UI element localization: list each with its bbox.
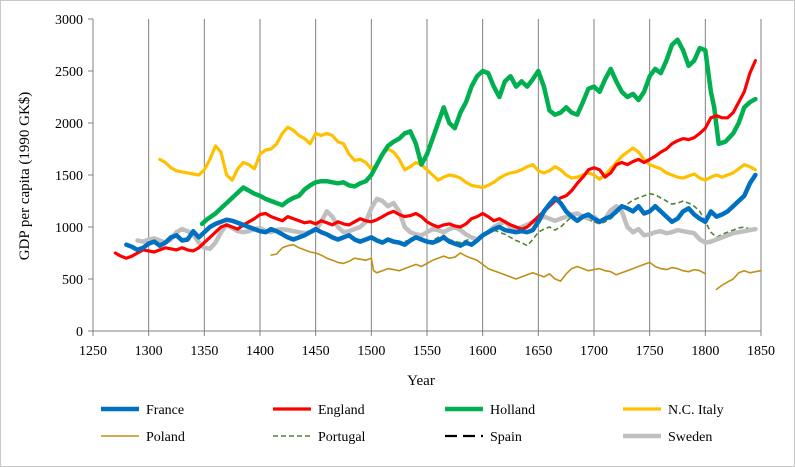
legend-label-portugal: Portugal bbox=[318, 430, 366, 445]
legend-item-n-c-italy: N.C. Italy bbox=[623, 403, 724, 418]
y-tick-label-1000: 1000 bbox=[55, 221, 83, 236]
x-tick-label-1700: 1700 bbox=[580, 344, 608, 359]
y-tick-label-2000: 2000 bbox=[55, 117, 83, 132]
series-line-sweden bbox=[135, 196, 758, 252]
legend-label-n-c-italy: N.C. Italy bbox=[668, 403, 724, 418]
x-tick-label-1600: 1600 bbox=[469, 344, 497, 359]
legend-item-holland: Holland bbox=[445, 403, 535, 418]
legend-item-poland: Poland bbox=[101, 430, 185, 445]
y-tick-label-2500: 2500 bbox=[55, 65, 83, 80]
x-tick-label-1850: 1850 bbox=[747, 344, 775, 359]
tick-labels: 1250 1300 1350 1400 1450 1500 1550 1600 1650 1700… bbox=[55, 13, 775, 359]
legend-label-poland: Poland bbox=[146, 430, 185, 445]
x-tick-label-1350: 1350 bbox=[190, 344, 218, 359]
y-axis-title: GDP per capita (1990 GK$) bbox=[17, 92, 33, 261]
series-lines bbox=[113, 37, 762, 291]
series-line-poland-2 bbox=[715, 269, 762, 291]
series-line-england bbox=[113, 59, 757, 260]
legend-item-spain: Spain bbox=[445, 430, 522, 445]
x-tick-label-1300: 1300 bbox=[135, 344, 163, 359]
legend-item-sweden: Sweden bbox=[623, 430, 712, 445]
legend-item-england: England bbox=[273, 403, 365, 418]
legend-label-spain: Spain bbox=[490, 430, 522, 445]
x-tick-label-1450: 1450 bbox=[302, 344, 330, 359]
legend-label-holland: Holland bbox=[490, 403, 535, 418]
series-line-poland-1 bbox=[270, 243, 707, 282]
legend-label-sweden: Sweden bbox=[668, 430, 712, 445]
series-line-holland bbox=[199, 37, 758, 227]
legend-item-france: France bbox=[101, 403, 184, 418]
legend-label-france: France bbox=[146, 403, 184, 418]
x-tick-label-1650: 1650 bbox=[524, 344, 552, 359]
x-tick-label-1750: 1750 bbox=[636, 344, 664, 359]
legend-label-england: England bbox=[318, 403, 365, 418]
y-tick-label-500: 500 bbox=[62, 273, 83, 288]
x-tick-label-1400: 1400 bbox=[246, 344, 274, 359]
x-tick-label-1800: 1800 bbox=[691, 344, 719, 359]
y-tick-label-1500: 1500 bbox=[55, 169, 83, 184]
legend-item-portugal: Portugal bbox=[273, 430, 366, 445]
legend: France England Holland N.C. Italy Poland Port… bbox=[101, 403, 724, 445]
x-axis-title: Year bbox=[407, 373, 435, 389]
x-tick-label-1550: 1550 bbox=[413, 344, 441, 359]
axes bbox=[88, 18, 762, 336]
x-tick-label-1250: 1250 bbox=[79, 344, 107, 359]
y-tick-label-0: 0 bbox=[76, 325, 83, 340]
series-line-france bbox=[124, 172, 758, 253]
y-tick-label-3000: 3000 bbox=[55, 13, 83, 28]
series-line-n-c-italy bbox=[158, 125, 757, 190]
x-tick-label-1500: 1500 bbox=[357, 344, 385, 359]
